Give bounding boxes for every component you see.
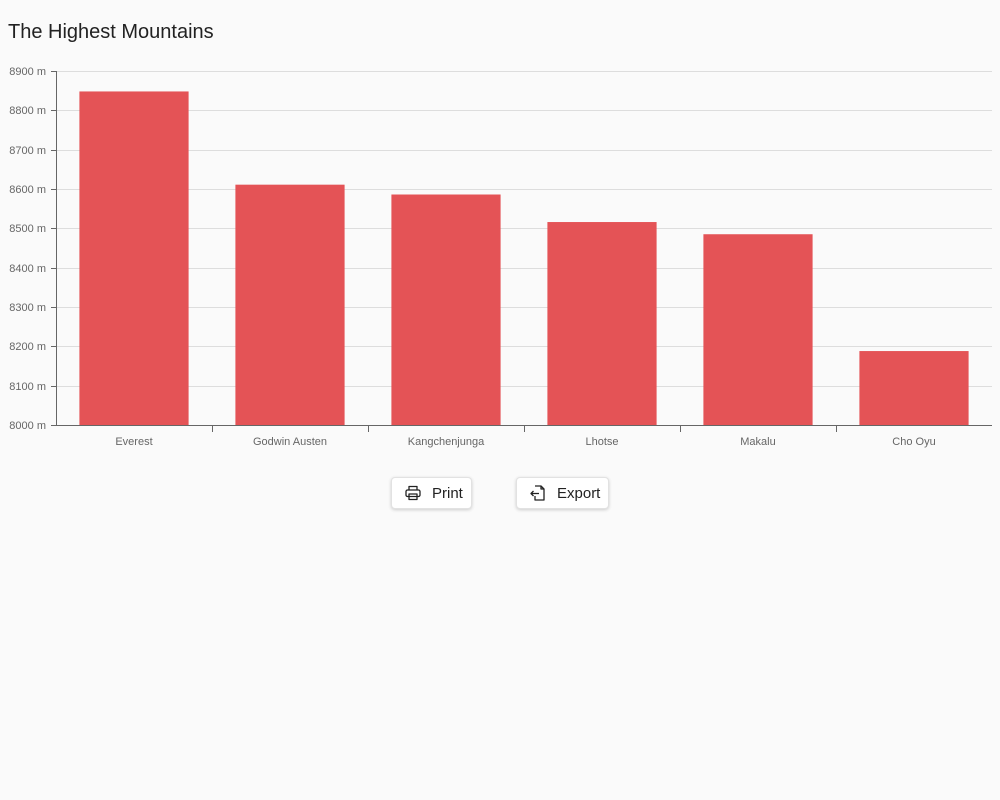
y-tick-label: 8600 m — [9, 184, 46, 196]
print-button[interactable]: Print — [391, 477, 472, 509]
gridlines — [56, 71, 992, 426]
export-icon — [529, 484, 547, 502]
x-tick-label: Makalu — [740, 436, 775, 448]
export-button-label: Export — [557, 484, 601, 502]
bar — [859, 351, 969, 425]
y-tick-label: 8400 m — [9, 263, 46, 275]
bar — [235, 184, 345, 425]
bar-chart: 8000 m 8100 m 8200 m 8300 m 8400 m 8500 m 8600… — [9, 66, 992, 448]
chart-title: The Highest Mountains — [8, 21, 214, 43]
y-tick-label: 8200 m — [9, 341, 46, 353]
x-tick-label: Godwin Austen — [253, 436, 327, 448]
y-tick-label: 8100 m — [9, 381, 46, 393]
y-tick-label: 8800 m — [9, 105, 46, 117]
y-tick-label: 8900 m — [9, 66, 46, 78]
x-tick-label: Lhotse — [585, 436, 618, 448]
axes: 8000 m 8100 m 8200 m 8300 m 8400 m 8500 m 8600… — [9, 66, 992, 448]
print-button-label: Print — [432, 484, 463, 502]
x-tick-label: Kangchenjunga — [408, 436, 485, 448]
bar — [391, 194, 501, 425]
export-button[interactable]: Export — [516, 477, 609, 509]
x-tick-label: Everest — [115, 436, 152, 448]
x-tick-label: Cho Oyu — [892, 436, 935, 448]
printer-icon — [404, 484, 422, 502]
bar — [547, 222, 657, 425]
bar — [703, 234, 813, 425]
chart-toolbar: Print Export — [0, 477, 1000, 511]
y-tick-label: 8000 m — [9, 420, 46, 432]
bar — [79, 91, 189, 425]
y-tick-label: 8700 m — [9, 145, 46, 157]
y-tick-label: 8500 m — [9, 223, 46, 235]
y-tick-label: 8300 m — [9, 302, 46, 314]
bars — [79, 91, 969, 425]
